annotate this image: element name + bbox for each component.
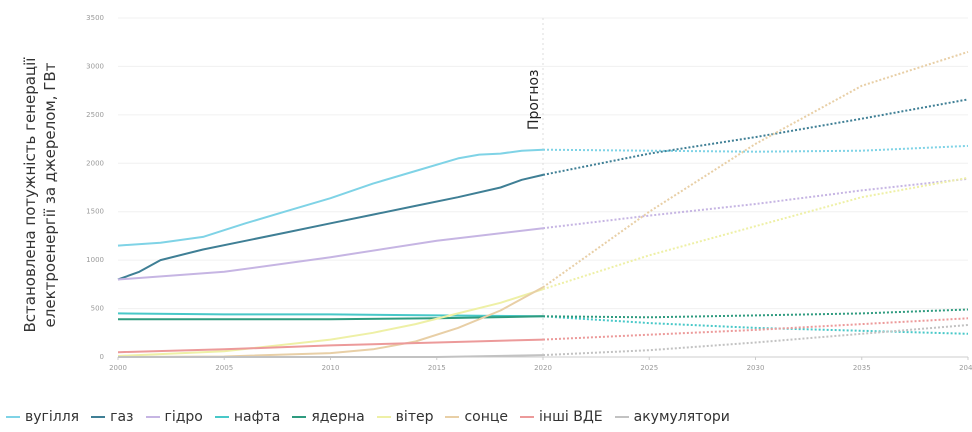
y-tick-3500: 3500 xyxy=(86,14,104,22)
y-tick-2000: 2000 xyxy=(86,159,104,167)
legend-label-2: гідро xyxy=(164,409,203,425)
legend-label-3: нафта xyxy=(233,409,281,425)
series-lines xyxy=(117,50,969,358)
series-forecast-line-5 xyxy=(542,176,969,291)
legend-label-8: акумулятори xyxy=(633,409,730,425)
legend-item-5: вітер xyxy=(376,409,434,425)
series-line-4 xyxy=(118,315,544,321)
legend-swatch-7 xyxy=(520,416,535,418)
y-tick-2500: 2500 xyxy=(86,111,104,119)
x-tick-2035: 2035 xyxy=(853,364,871,372)
legend-item-3: нафта xyxy=(214,409,281,425)
legend-label-5: вітер xyxy=(395,409,434,425)
series-line-1 xyxy=(117,173,544,281)
y-tick-500: 500 xyxy=(91,305,104,313)
legend-item-2: гідро xyxy=(145,409,203,425)
legend-label-7: інші ВДЕ xyxy=(539,409,603,425)
series-line-3 xyxy=(117,312,544,318)
series-line-7 xyxy=(117,338,544,354)
legend-swatch-5 xyxy=(376,416,391,418)
legend-swatch-6 xyxy=(445,416,460,418)
series-line-8 xyxy=(118,354,544,358)
series-forecast-line-8 xyxy=(542,324,969,357)
legend-item-8: акумулятори xyxy=(614,409,730,425)
legend-item-0: вугілля xyxy=(6,409,79,425)
legend-item-7: інші ВДЕ xyxy=(520,409,603,425)
x-tick-2005: 2005 xyxy=(215,364,233,372)
legend-swatch-1 xyxy=(91,416,106,418)
forecast-annotation: Прогноз xyxy=(526,70,542,131)
legend-swatch-2 xyxy=(145,416,160,418)
series-forecast-line-6 xyxy=(542,50,969,289)
x-tick-2015: 2015 xyxy=(428,364,446,372)
legend-label-0: вугілля xyxy=(25,409,80,425)
series-forecast-line-4 xyxy=(542,308,969,319)
chart-legend: вугілля газ гідро нафта ядерна вітер сонце інші… xyxy=(6,405,972,429)
series-forecast-line-1 xyxy=(542,98,969,176)
x-tick-labels: 2000 2005 2010 2015 2020 2025 2030 2035 2040 xyxy=(109,364,972,372)
legend-item-4: ядерна xyxy=(292,409,365,425)
x-tick-2010: 2010 xyxy=(322,364,340,372)
series-forecast-line-0 xyxy=(542,144,969,153)
y-tick-3000: 3000 xyxy=(86,62,104,70)
legend-swatch-0 xyxy=(6,416,20,418)
series-forecast-line-7 xyxy=(542,317,969,341)
y-tick-1500: 1500 xyxy=(86,208,104,216)
series-line-6 xyxy=(117,286,544,358)
series-forecast-line-2 xyxy=(542,177,969,230)
series-forecast-line-3 xyxy=(542,315,969,335)
x-tick-2020: 2020 xyxy=(534,364,552,372)
legend-item-1: газ xyxy=(91,409,134,425)
y-tick-0: 0 xyxy=(100,353,104,361)
legend-swatch-4 xyxy=(292,416,307,418)
y-axis-title-line2: електроенергії за джерелом, ГВт xyxy=(41,62,59,327)
legend-label-1: газ xyxy=(110,409,134,425)
legend-swatch-3 xyxy=(214,416,229,418)
chart-area: Прогноз 0 500 1000 1500 2000 2500 3000 3500 200… xyxy=(21,14,972,372)
legend-label-6: сонце xyxy=(464,409,509,425)
x-tick-2030: 2030 xyxy=(747,364,765,372)
legend-swatch-8 xyxy=(614,416,629,418)
x-tick-2025: 2025 xyxy=(640,364,658,372)
series-line-0 xyxy=(117,148,544,247)
series-line-2 xyxy=(117,227,544,281)
y-tick-1000: 1000 xyxy=(86,256,104,264)
y-tick-labels: 0 500 1000 1500 2000 2500 3000 3500 xyxy=(86,14,104,361)
legend-item-6: сонце xyxy=(445,409,508,425)
y-axis-title-line1: Встановлена потужність генерації xyxy=(21,57,39,333)
legend-label-4: ядерна xyxy=(311,409,365,425)
x-tick-2000: 2000 xyxy=(109,364,127,372)
x-tick-2040: 2040 xyxy=(959,364,972,372)
